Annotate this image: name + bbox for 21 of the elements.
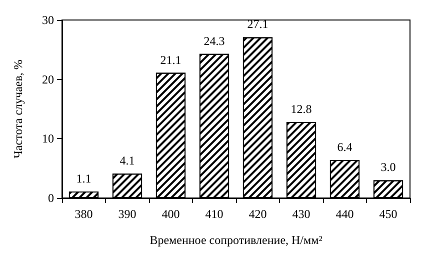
x-tick-label: 440	[336, 207, 354, 221]
data-label: 6.4	[337, 140, 352, 154]
y-tick-label: 30	[42, 13, 54, 27]
x-tick-label: 380	[74, 207, 93, 221]
data-label: 24.3	[204, 34, 225, 48]
data-label: 21.1	[160, 52, 182, 67]
data-label: 12.8	[290, 102, 312, 116]
y-tick-label: 0	[48, 191, 54, 205]
x-tick-label: 430	[292, 207, 310, 221]
x-tick-label: 390	[118, 207, 136, 221]
x-tick-label: 410	[205, 207, 224, 221]
x-tick-label: 400	[162, 207, 180, 221]
y-tick-label: 10	[42, 132, 54, 146]
x-tick-label: 420	[248, 207, 267, 221]
y-tick-label: 20	[42, 72, 54, 86]
x-tick-label: 450	[379, 207, 398, 221]
data-label: 4.1	[120, 154, 135, 168]
data-label: 3.0	[380, 160, 396, 174]
y-axis-title: Частота случаев, %	[11, 60, 25, 158]
x-axis-title: Временное сопротивление, Н/мм²	[150, 233, 323, 247]
data-label: 1.1	[76, 171, 92, 186]
